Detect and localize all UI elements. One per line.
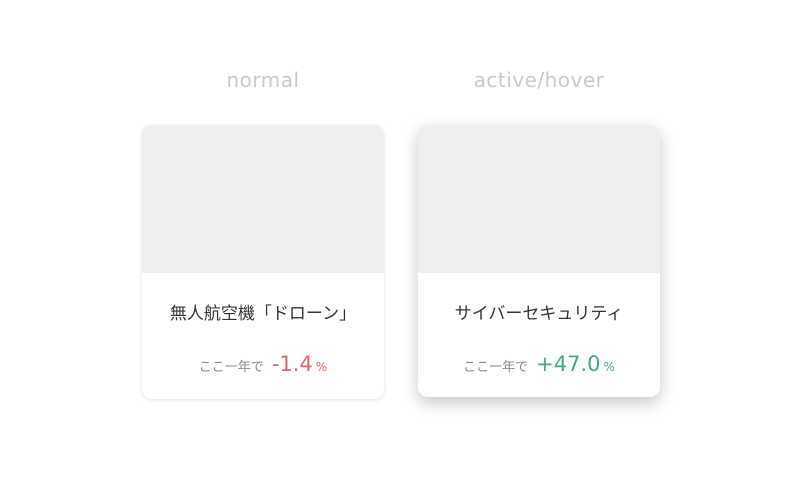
- change-value: +47.0: [536, 352, 601, 376]
- card-title: 無人航空機「ドローン」: [169, 304, 357, 324]
- state-label-normal: normal: [226, 68, 300, 92]
- change-unit: %: [603, 360, 615, 374]
- card-title: サイバーセキュリティ: [454, 304, 624, 324]
- period-label: ここ一年で: [463, 360, 529, 375]
- state-label-active: active/hover: [473, 68, 605, 92]
- card-stat: ここ一年で -1.4%: [142, 352, 384, 376]
- change-unit: %: [315, 360, 328, 374]
- change-value: -1.4: [271, 352, 313, 376]
- trend-card-cybersecurity[interactable]: サイバーセキュリティ ここ一年で +47.0%: [418, 125, 660, 397]
- card-image-placeholder: [418, 125, 660, 273]
- card-image-placeholder: [142, 125, 384, 273]
- period-label: ここ一年で: [198, 360, 264, 375]
- card-stat: ここ一年で +47.0%: [418, 352, 660, 376]
- trend-card-drone[interactable]: 無人航空機「ドローン」 ここ一年で -1.4%: [142, 125, 384, 399]
